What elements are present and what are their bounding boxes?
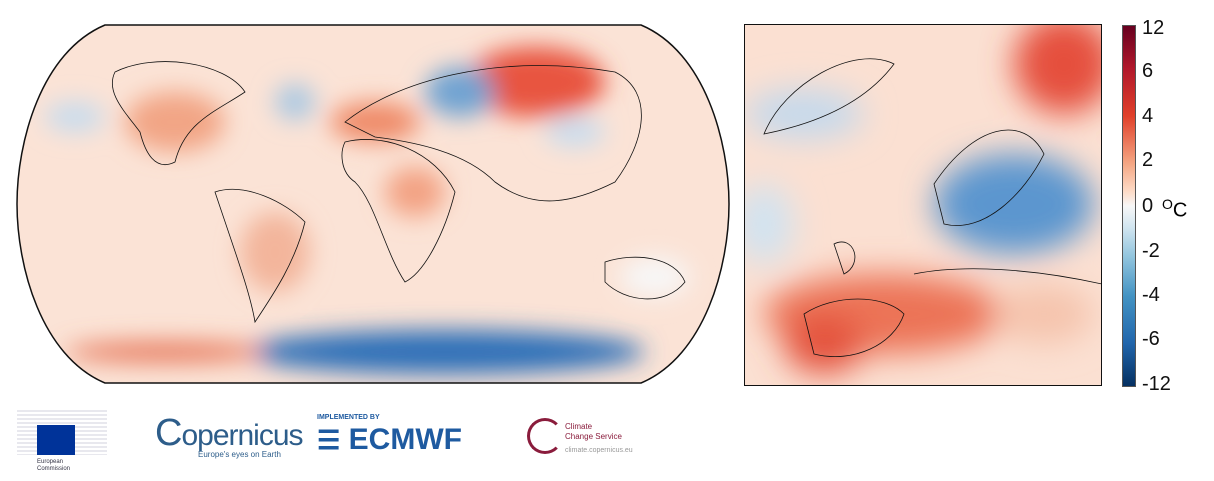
colorbar-tick: 6 — [1142, 60, 1154, 82]
colorbar-tick: 2 — [1142, 149, 1154, 171]
c3s-thermometer-icon — [527, 418, 563, 454]
colorbar-tick: 0 — [1142, 195, 1154, 217]
copernicus-tagline: Europe's eyes on Earth — [198, 450, 281, 459]
colorbar-tick: -2 — [1142, 240, 1160, 262]
colorbar-tick: -4 — [1142, 284, 1160, 306]
colorbar-tick: -12 — [1142, 373, 1171, 395]
copernicus-logo: Copernicus — [155, 412, 304, 454]
colorbar-tick: 4 — [1142, 105, 1154, 127]
colorbar-tick: -6 — [1142, 328, 1160, 350]
colorbar-tick: 12 — [1142, 17, 1165, 39]
ecmwf-logo: ☰ ECMWF — [317, 423, 462, 456]
ecmwf-symbol-icon: ☰ — [317, 425, 341, 455]
colorbar-unit: OC — [1162, 196, 1188, 222]
colorbar — [1122, 25, 1136, 387]
global-temperature-anomaly-map — [16, 24, 730, 384]
c3s-url: climate.copernicus.eu — [565, 447, 633, 454]
ec-logo-text: European Commission — [37, 459, 71, 472]
ecmwf-implemented-by: IMPLEMENTED BY — [317, 414, 380, 421]
eu-flag-icon — [37, 425, 75, 455]
europe-temperature-anomaly-map — [744, 24, 1102, 386]
c3s-logo-text: Climate Change Service — [565, 422, 622, 441]
